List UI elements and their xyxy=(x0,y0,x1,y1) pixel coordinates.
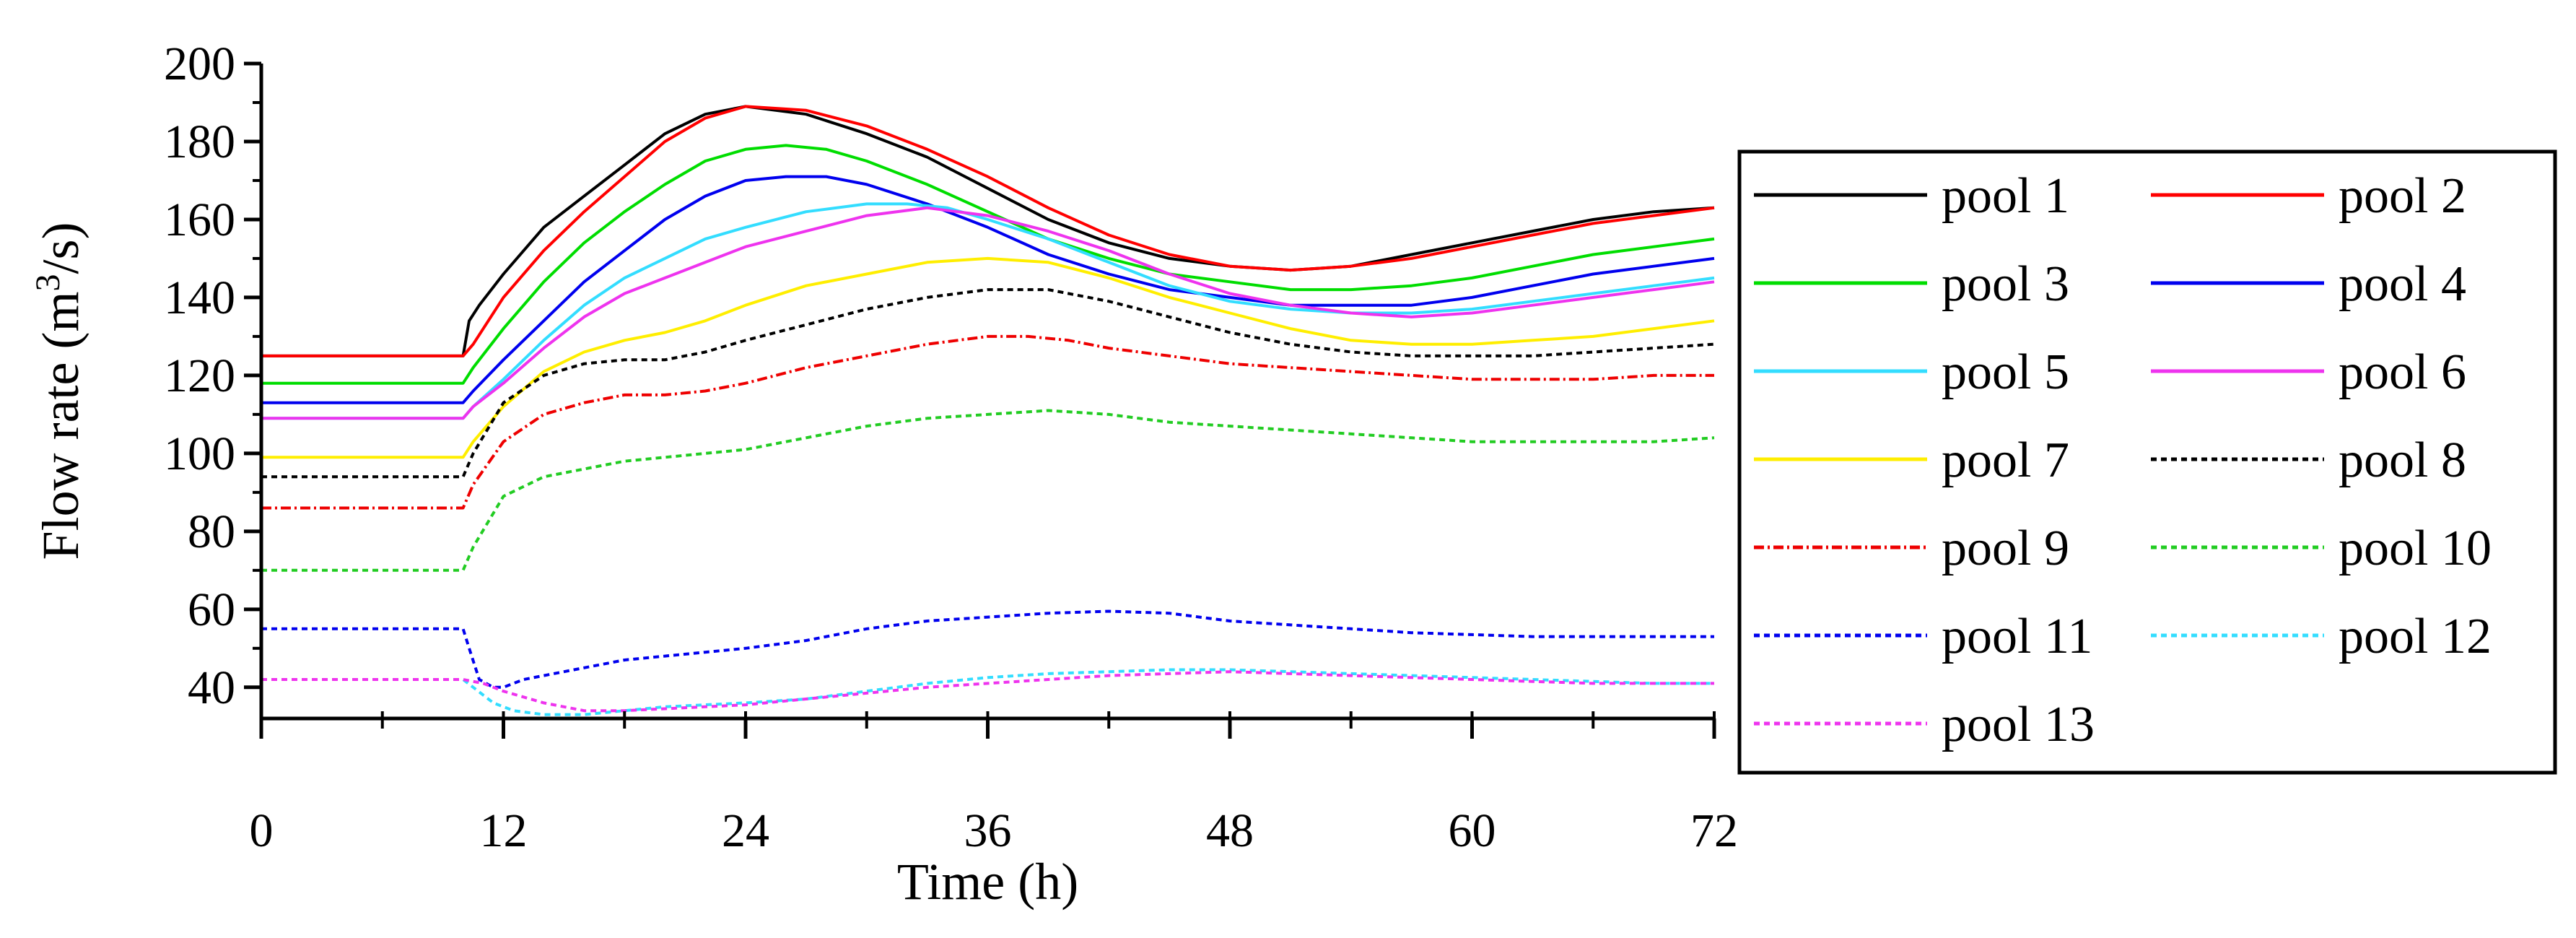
legend-label-11: pool 11 xyxy=(1942,609,2092,664)
x-tick-label: 36 xyxy=(964,804,1012,857)
series-line-10 xyxy=(261,409,1715,572)
legend-label-10: pool 10 xyxy=(2339,521,2492,576)
legend-label-12: pool 12 xyxy=(2339,609,2492,664)
series-line-4 xyxy=(261,175,1715,404)
series-line-12 xyxy=(261,668,1714,716)
plot-lines xyxy=(261,105,1715,716)
legend-label-1: pool 1 xyxy=(1942,168,2069,224)
x-tick-label: 12 xyxy=(480,804,528,857)
series-line-13 xyxy=(261,670,1714,713)
series-line-5 xyxy=(261,202,1715,420)
series-line-3 xyxy=(261,144,1715,385)
axes: 40 60 80 100 120 140 160 180 200 0 12 24 36 48 60 72 Tim… xyxy=(29,38,1738,911)
series-line-8 xyxy=(261,288,1715,479)
y-tick-label: 120 xyxy=(164,349,235,402)
y-tick-label: 160 xyxy=(164,194,235,246)
y-tick-label: 100 xyxy=(164,427,235,480)
legend-label-2: pool 2 xyxy=(2339,168,2466,224)
legend-label-5: pool 5 xyxy=(1942,344,2069,400)
y-tick-label: 80 xyxy=(188,505,235,558)
x-tick-label: 60 xyxy=(1449,804,1496,857)
y-tick-label: 180 xyxy=(164,116,235,168)
legend-label-3: pool 3 xyxy=(1942,256,2069,312)
legend: pool 1 pool 2 pool 3 pool 4 pool 5 pool 6 pool… xyxy=(1737,149,2557,775)
series-line-7 xyxy=(261,256,1715,459)
legend-label-4: pool 4 xyxy=(2339,256,2466,312)
series-line-2 xyxy=(261,105,1715,357)
legend-label-9: pool 9 xyxy=(1942,521,2069,576)
x-tick-label: 48 xyxy=(1206,804,1254,857)
y-tick-label: 40 xyxy=(188,661,235,714)
series-line-9 xyxy=(261,334,1714,510)
legend-label-7: pool 7 xyxy=(1942,433,2069,488)
series-line-6 xyxy=(261,206,1715,420)
legend-box xyxy=(1737,149,2557,775)
y-tick-label: 60 xyxy=(188,583,235,636)
y-tick-label: 140 xyxy=(164,272,235,324)
y-tick-label: 200 xyxy=(164,38,235,90)
legend-label-8: pool 8 xyxy=(2339,433,2466,488)
x-tick-label: 0 xyxy=(250,804,274,857)
legend-label-13: pool 13 xyxy=(1942,697,2095,752)
x-tick-label: 24 xyxy=(722,804,769,857)
x-axis-title: Time (h) xyxy=(897,853,1078,911)
series-line-11 xyxy=(261,609,1714,689)
y-axis-title: Flow rate (m3/s) xyxy=(29,222,89,560)
legend-label-6: pool 6 xyxy=(2339,344,2466,400)
x-tick-label: 72 xyxy=(1690,804,1738,857)
series-line-1 xyxy=(261,105,1715,357)
